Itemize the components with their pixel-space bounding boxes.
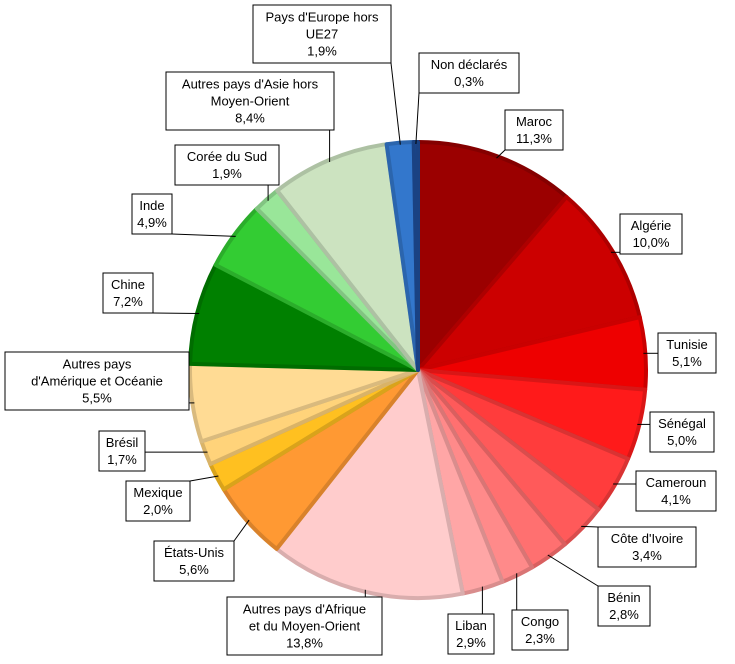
data-label-name: Brésil: [106, 435, 139, 450]
data-label-name: Inde: [139, 198, 164, 213]
data-label-value: 3,4%: [632, 548, 662, 563]
data-label-name: Bénin: [607, 590, 640, 605]
data-label-value: 11,3%: [516, 131, 552, 146]
data-label-name: Algérie: [631, 218, 671, 233]
data-label-box: [619, 213, 683, 255]
data-label-box: [649, 411, 715, 453]
data-label-value: 1,7%: [107, 452, 137, 467]
data-label-box: [174, 144, 280, 186]
data-label-name: Pays d'Europe hors: [265, 10, 379, 25]
data-label-value: 7,2%: [113, 294, 143, 309]
data-label-name: Cameroun: [646, 475, 707, 490]
data-label-name: Autres pays d'Asie hors: [182, 77, 319, 92]
data-label-value: 13,8%: [286, 636, 323, 651]
data-label-value: 8,4%: [235, 111, 265, 126]
leader-line: [233, 519, 250, 542]
data-label-name: Tunisie: [666, 337, 707, 352]
leader-line: [581, 525, 599, 528]
data-label-name: Autres pays: [63, 357, 132, 372]
data-label-box: [102, 272, 154, 314]
data-label-value: 1,9%: [307, 44, 337, 59]
data-label-value: 0,3%: [454, 74, 484, 89]
data-label-value: 2,9%: [456, 635, 486, 650]
data-label-box: [657, 332, 717, 374]
leader-line: [496, 149, 506, 159]
data-label-value: 10,0%: [633, 235, 670, 250]
data-label-box: [504, 109, 564, 151]
data-label-name: Maroc: [516, 114, 553, 129]
data-label-box: [226, 596, 383, 656]
data-label-value: 5,1%: [672, 354, 702, 369]
data-label-box: [131, 193, 173, 235]
data-label-value: 5,0%: [667, 433, 697, 448]
data-label-name: Autres pays d'Afrique: [243, 602, 366, 617]
data-label-name: Côte d'Ivoire: [611, 531, 684, 546]
data-label-value: 5,5%: [82, 391, 112, 406]
data-label-value: 4,9%: [137, 215, 167, 230]
data-label-name: Congo: [521, 614, 559, 629]
data-label-box: [98, 430, 146, 472]
data-label-value: 2,8%: [609, 607, 639, 622]
leader-line: [171, 233, 236, 237]
data-labels: Maroc 11,3% Algérie 10,0% Tunisie 5,1% Sénégal…: [4, 4, 717, 656]
data-label-name: UE27: [306, 27, 339, 42]
data-label-value: 1,9%: [212, 166, 242, 181]
leader-line: [547, 554, 599, 587]
data-label-value: 5,6%: [179, 562, 209, 577]
data-label-name: Moyen-Orient: [211, 94, 290, 109]
data-label-name: Sénégal: [658, 416, 706, 431]
leader-line: [390, 62, 401, 145]
data-label-name: d'Amérique et Océanie: [31, 374, 163, 389]
leader-line: [189, 475, 219, 482]
data-label-name: États-Unis: [164, 545, 224, 560]
pie-slice: [416, 194, 642, 372]
data-label-value: 2,0%: [143, 502, 173, 517]
data-label-value: 4,1%: [661, 492, 691, 507]
leader-line: [152, 312, 200, 314]
leader-line: [415, 92, 420, 145]
data-label-box: [597, 585, 651, 627]
data-label-box: [511, 609, 569, 651]
data-label-box: [635, 470, 717, 512]
data-label-name: Chine: [111, 277, 145, 292]
data-label-box: [153, 540, 235, 582]
data-label-box: [165, 71, 335, 131]
data-label-name: Liban: [455, 618, 487, 633]
data-label-box: [252, 4, 392, 64]
data-label-name: Mexique: [133, 485, 182, 500]
data-label-name: et du Moyen-Orient: [249, 619, 361, 634]
pie-slice: [416, 140, 569, 372]
data-label-box: [418, 52, 520, 94]
pie-slices: [188, 139, 648, 600]
data-label-box: [125, 480, 191, 522]
pie-slice: [275, 142, 420, 372]
data-label-value: 2,3%: [525, 631, 555, 646]
data-label-box: [447, 613, 495, 655]
data-label-name: Corée du Sud: [187, 149, 267, 164]
data-label-name: Non déclarés: [431, 57, 508, 72]
data-label-box: [4, 351, 190, 411]
data-label-box: [597, 526, 697, 568]
